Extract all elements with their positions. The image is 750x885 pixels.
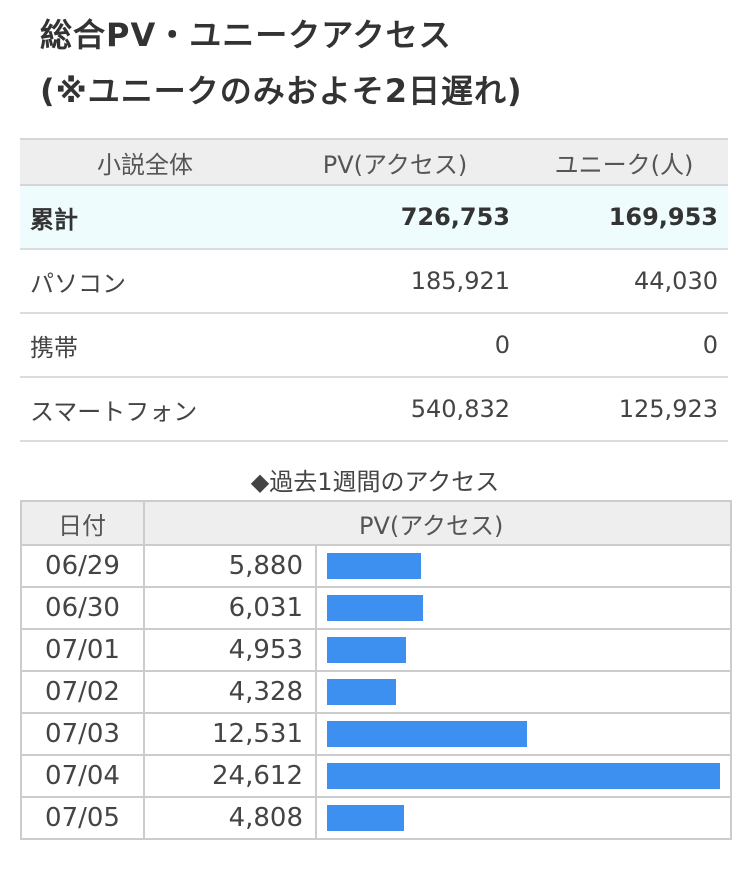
weekly-pv-bar	[327, 763, 721, 789]
summary-header-pv: PV(アクセス)	[270, 138, 520, 186]
summary-row-smartphone: スマートフォン 540,832 125,923	[20, 377, 728, 442]
summary-row-unique: 44,030	[520, 249, 728, 314]
weekly-header-pv: PV(アクセス)	[142, 500, 733, 546]
weekly-pv-bar	[327, 721, 528, 747]
weekly-caption: ◆過去1週間のアクセス	[250, 468, 500, 496]
summary-row-label: 携帯	[20, 313, 270, 378]
weekly-row-date: 06/29	[20, 544, 145, 588]
summary-header-row: 小説全体 PV(アクセス) ユニーク(人)	[20, 138, 728, 186]
summary-row-unique: 125,923	[520, 377, 728, 442]
weekly-row: 07/03 12,531	[20, 712, 733, 756]
weekly-row: 06/29 5,880	[20, 544, 733, 588]
weekly-row-pv: 4,328	[143, 670, 317, 714]
summary-row-pv: 185,921	[270, 249, 520, 314]
summary-header-novel: 小説全体	[20, 138, 270, 186]
weekly-row-date: 07/05	[20, 796, 145, 840]
weekly-row-date: 07/03	[20, 712, 145, 756]
page-title: 総合PV・ユニークアクセス	[40, 16, 452, 54]
weekly-row: 07/02 4,328	[20, 670, 733, 714]
weekly-row-bar-cell	[314, 544, 733, 588]
weekly-row-date: 07/01	[20, 628, 145, 672]
weekly-header-date: 日付	[20, 500, 145, 546]
weekly-row: 07/01 4,953	[20, 628, 733, 672]
weekly-row: 07/05 4,808	[20, 796, 733, 840]
summary-row-unique: 169,953	[520, 185, 728, 250]
weekly-row-pv: 4,808	[143, 796, 317, 840]
weekly-row-pv: 24,612	[143, 754, 317, 798]
weekly-pv-bar	[327, 553, 421, 579]
weekly-row-bar-cell	[314, 796, 733, 840]
weekly-row: 06/30 6,031	[20, 586, 733, 630]
weekly-row-pv: 4,953	[143, 628, 317, 672]
weekly-pv-bar	[327, 679, 397, 705]
summary-row-pv: 726,753	[270, 185, 520, 250]
weekly-row-pv: 12,531	[143, 712, 317, 756]
weekly-pv-bar	[327, 595, 424, 621]
weekly-row-pv: 6,031	[143, 586, 317, 630]
weekly-row-bar-cell	[314, 628, 733, 672]
summary-row-label: スマートフォン	[20, 377, 270, 442]
weekly-row: 07/04 24,612	[20, 754, 733, 798]
weekly-row-pv: 5,880	[143, 544, 317, 588]
summary-header-unique: ユニーク(人)	[520, 138, 728, 186]
weekly-row-bar-cell	[314, 712, 733, 756]
weekly-row-bar-cell	[314, 586, 733, 630]
weekly-pv-bar	[327, 637, 407, 663]
weekly-table: 日付 PV(アクセス) 06/29 5,880 06/30 6,031 07/01 4,9…	[20, 500, 733, 840]
summary-row-label: 累計	[20, 185, 270, 250]
weekly-row-date: 07/04	[20, 754, 145, 798]
weekly-row-date: 07/02	[20, 670, 145, 714]
weekly-pv-bar	[327, 805, 404, 831]
summary-row-pv: 540,832	[270, 377, 520, 442]
summary-row-pc: パソコン 185,921 44,030	[20, 249, 728, 314]
summary-row-label: パソコン	[20, 249, 270, 314]
summary-row-total: 累計 726,753 169,953	[20, 185, 728, 250]
page-subtitle: (※ユニークのみおよそ2日遅れ)	[40, 72, 523, 110]
summary-row-pv: 0	[270, 313, 520, 378]
weekly-row-bar-cell	[314, 754, 733, 798]
summary-row-unique: 0	[520, 313, 728, 378]
summary-row-mobile: 携帯 0 0	[20, 313, 728, 378]
weekly-row-date: 06/30	[20, 586, 145, 630]
summary-table: 小説全体 PV(アクセス) ユニーク(人) 累計 726,753 169,953…	[20, 138, 728, 442]
weekly-header-row: 日付 PV(アクセス)	[20, 500, 733, 546]
weekly-row-bar-cell	[314, 670, 733, 714]
